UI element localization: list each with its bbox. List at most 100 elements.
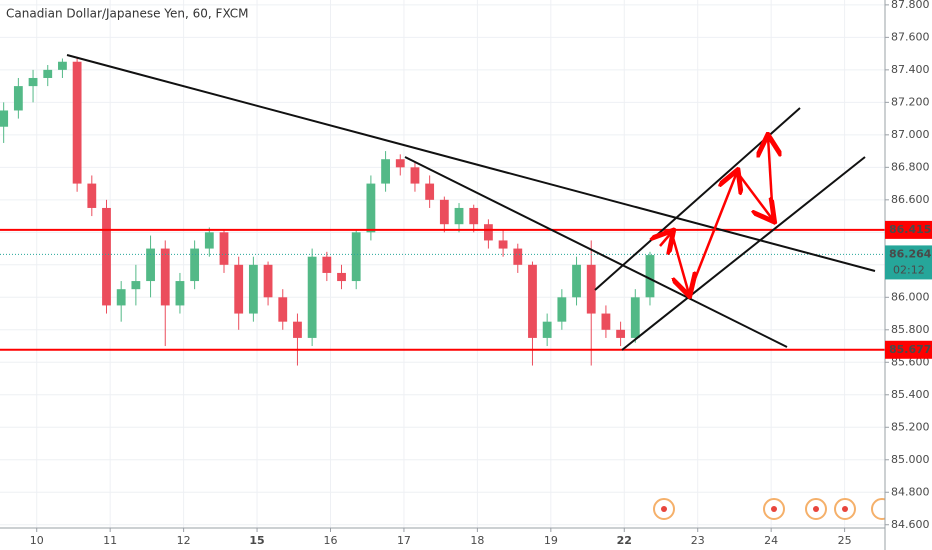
candle-body	[263, 264, 273, 298]
candle-body	[381, 159, 390, 184]
event-dot	[771, 506, 777, 512]
levels	[0, 228, 885, 351]
candle-body	[293, 321, 302, 338]
y-tick-label: 87.600	[891, 30, 930, 43]
x-tick-label: 16	[323, 534, 337, 547]
x-tick-label: 19	[544, 534, 558, 547]
event-dot	[661, 506, 667, 512]
candle-body	[219, 232, 229, 265]
grid	[0, 0, 885, 528]
x-tick-label: 24	[764, 534, 778, 547]
x-tick-label: 23	[691, 534, 705, 547]
candle-body	[190, 248, 200, 282]
candle-body	[425, 183, 435, 200]
y-tick-label: 85.800	[891, 323, 930, 336]
arrow	[670, 233, 689, 294]
candle-body	[528, 264, 537, 338]
candle-body	[58, 61, 67, 70]
event-dot	[842, 506, 848, 512]
candle-body	[102, 207, 111, 306]
candle-body	[278, 297, 288, 322]
candle-body	[439, 199, 449, 225]
y-tick-label: 86.000	[891, 290, 930, 303]
candle-body	[72, 61, 82, 184]
candle-body	[395, 159, 405, 168]
trendline	[404, 156, 788, 348]
x-tick-label: 11	[103, 534, 117, 547]
candle-body	[43, 69, 53, 78]
y-tick-label: 87.200	[891, 95, 930, 108]
candle-body	[337, 272, 346, 282]
y-tick-label: 84.800	[891, 485, 930, 498]
candle-body	[513, 248, 523, 265]
candle-body	[322, 256, 332, 273]
last-price-label: 86.264	[889, 247, 932, 260]
candle-body	[601, 313, 611, 330]
candle-body	[366, 183, 376, 233]
level-label: 86.415	[889, 223, 931, 236]
candle-body	[410, 167, 420, 184]
arrow	[736, 171, 773, 220]
candle-body	[542, 321, 552, 338]
y-tick-label: 87.000	[891, 128, 930, 141]
arrow	[768, 137, 773, 221]
candle-body	[234, 264, 244, 314]
candle-body	[307, 256, 317, 338]
y-tick-label: 87.400	[891, 63, 930, 76]
candle-body	[160, 248, 170, 306]
x-tick-label: 12	[177, 534, 191, 547]
drawings	[66, 54, 876, 351]
x-tick-label: 15	[249, 534, 264, 547]
candle-body	[616, 329, 626, 338]
candle-body	[483, 224, 493, 241]
level-label-bg	[885, 340, 932, 359]
candle-body	[0, 110, 9, 127]
arrow	[687, 172, 737, 295]
candle-body	[116, 289, 126, 306]
event-icons	[653, 498, 893, 520]
candle-body	[131, 281, 141, 290]
forecast-arrows	[660, 137, 773, 294]
x-tick-label: 25	[838, 534, 852, 547]
candle-body	[630, 297, 640, 338]
y-tick-label: 84.600	[891, 518, 930, 531]
level-label-bg	[885, 220, 932, 239]
event-dot	[813, 506, 819, 512]
candle-body	[572, 264, 581, 298]
y-tick-label: 85.400	[891, 388, 930, 401]
x-tick-label: 17	[397, 534, 411, 547]
x-tick-label: 10	[30, 534, 44, 547]
candle-body	[498, 240, 508, 249]
candle-body	[351, 232, 361, 282]
arrow	[660, 232, 672, 246]
candle-body	[175, 281, 185, 306]
candles	[0, 56, 655, 366]
y-tick-label: 87.800	[891, 0, 930, 11]
candle-body	[146, 248, 155, 282]
chart-title: Canadian Dollar/Japanese Yen, 60, FXCM	[6, 7, 249, 21]
y-tick-label: 85.000	[891, 453, 930, 466]
candle-body	[645, 255, 655, 298]
candle-body	[13, 86, 23, 111]
candle-body	[586, 264, 596, 314]
candle-body	[28, 77, 38, 87]
candle-body	[557, 297, 567, 322]
x-tick-label: 22	[617, 534, 632, 547]
candle-body	[248, 264, 258, 314]
y-tick-label: 85.200	[891, 420, 930, 433]
countdown-label: 02:12	[893, 263, 925, 276]
trendline	[66, 54, 876, 272]
channel-line	[621, 156, 866, 351]
candle-body	[87, 183, 97, 208]
y-tick-label: 86.800	[891, 160, 930, 173]
x-tick-label: 18	[470, 534, 484, 547]
candle-body	[204, 232, 214, 249]
axes: 84.60084.80085.00085.20085.40085.60085.8…	[30, 0, 932, 547]
y-tick-label: 86.600	[891, 193, 930, 206]
last-price-bg	[885, 245, 932, 280]
candle-body	[469, 207, 479, 225]
candle-body	[454, 207, 464, 225]
level-label: 85.677	[889, 343, 931, 356]
